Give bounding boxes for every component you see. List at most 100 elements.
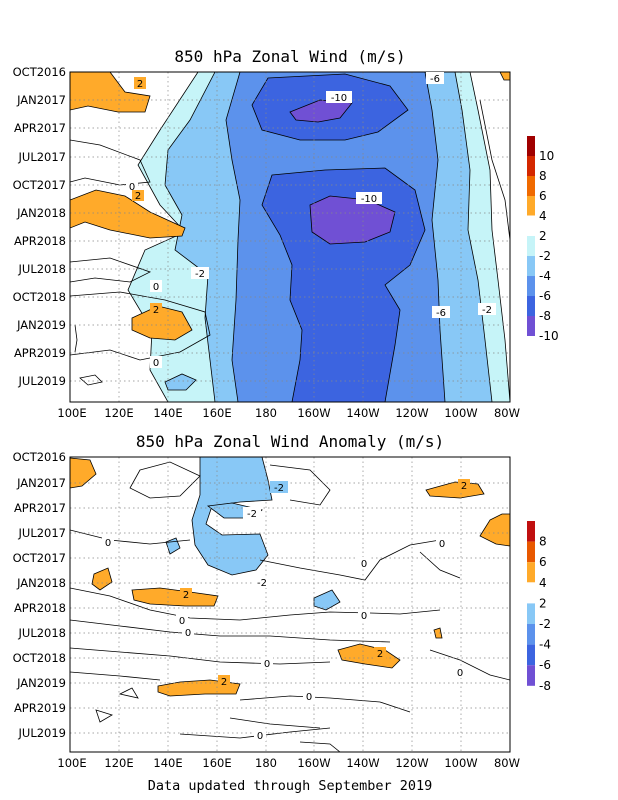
chart1-region-m10-b: [309, 195, 396, 245]
chart1-y-tick: JAN2017: [16, 93, 66, 107]
chart1-contour-label: -6: [436, 308, 446, 319]
chart1-y-tick: JUL2018: [18, 262, 66, 276]
chart2-y-tick: OCT2016: [13, 450, 66, 464]
chart1-region-p2-d: [499, 72, 510, 81]
chart1-contour-label: 2: [137, 79, 143, 90]
chart2-field: [70, 457, 510, 752]
chart1-colorbar-label: -10: [539, 329, 559, 343]
chart1-x-tick: 120E: [104, 406, 133, 420]
chart2-y-tick: JAN2018: [16, 576, 66, 590]
chart2-contour-label: 0: [361, 611, 367, 622]
chart2-contour-label: 2: [461, 481, 467, 492]
chart2-contour-label: 0: [361, 559, 367, 570]
chart1-colorbar-swatch: [527, 256, 535, 276]
chart1-colorbar-swatch: [527, 276, 535, 296]
chart2-y-tick: JUL2018: [18, 626, 66, 640]
chart1-y-tick: OCT2018: [13, 290, 66, 304]
chart1-y-tick: JAN2019: [16, 318, 66, 332]
chart1-region-p2-b: [70, 189, 186, 239]
chart2-colorbar: 8 6 4 2 -2 -4 -6 -8: [526, 521, 551, 693]
chart1-colorbar-label: 8: [539, 169, 547, 183]
chart1-region-m4-b: [164, 373, 197, 391]
chart1-colorbar-swatch: [527, 296, 535, 316]
chart2-contour-label: 0: [439, 539, 445, 550]
chart2-x-tick: 100E: [57, 756, 86, 770]
chart2-colorbar-label: -8: [539, 679, 551, 693]
chart2-title: 850 hPa Zonal Wind Anomaly (m/s): [136, 432, 444, 451]
chart2-region-p2-c: [479, 513, 510, 547]
chart1-colorbar-swatch: [527, 156, 535, 176]
chart2-colorbar-swatch: [527, 521, 535, 542]
chart2-y-tick: OCT2018: [13, 651, 66, 665]
chart2-contour-label: -2: [247, 509, 257, 520]
chart2-region-m2: [191, 457, 273, 576]
chart1-colorbar-label: 4: [539, 209, 547, 223]
chart2-y-tick: APR2018: [14, 601, 66, 615]
chart1-contour-label: -10: [331, 93, 347, 104]
chart2-colorbar-label: 2: [539, 596, 547, 610]
chart1-y-tick: APR2017: [14, 121, 66, 135]
chart2-colorbar-label: -2: [539, 617, 551, 631]
chart2-region-m2-d: [313, 589, 341, 611]
chart2-colorbar-label: 6: [539, 555, 547, 569]
chart1-y-tick: OCT2016: [13, 65, 66, 79]
chart1-x-tick: 180: [255, 406, 277, 420]
chart2-colorbar-label: 4: [539, 576, 547, 590]
chart1-contour-label: 2: [135, 191, 141, 202]
chart1-colorbar-label: 10: [539, 149, 554, 163]
chart2-region-p2-d: [91, 567, 113, 591]
chart1-contour-label: 0: [153, 358, 159, 369]
chart2-colorbar-swatch: [527, 541, 535, 563]
chart1-x-tick: 100E: [57, 406, 86, 420]
chart2-contour-label: 0: [306, 692, 312, 703]
chart1-contour-label: -6: [430, 74, 440, 85]
chart1-x-tick: 160E: [202, 406, 231, 420]
chart2-x-tick: 80W: [494, 756, 520, 770]
chart1-region-p2: [70, 72, 151, 113]
chart2-colorbar-swatch: [527, 603, 535, 624]
chart1-y-tick: JUL2017: [18, 150, 66, 164]
chart1-contour-label: 0: [129, 182, 135, 193]
chart1-y-tick: APR2019: [14, 346, 66, 360]
chart1-colorbar-swatch: [527, 136, 535, 156]
chart2-colorbar-swatch: [527, 562, 535, 583]
chart1-colorbar-label: 2: [539, 229, 547, 243]
chart2-colorbar-swatch: [527, 624, 535, 645]
chart2-y-tick: OCT2017: [13, 551, 66, 565]
chart2-y-tick: APR2017: [14, 501, 66, 515]
chart2-contour-label: 0: [264, 659, 270, 670]
chart2-region-p2: [70, 457, 97, 489]
chart1-contour-label: -10: [361, 194, 377, 205]
chart2-y-tick: APR2019: [14, 701, 66, 715]
chart2-region-p2-e: [131, 587, 219, 607]
chart2-contour-label: 0: [179, 616, 185, 627]
chart2-contour-label: 0: [457, 668, 463, 679]
chart1-contour-label: 0: [153, 282, 159, 293]
chart2-plot-frame: [69, 456, 511, 753]
chart2-contour-label: 2: [183, 590, 189, 601]
chart1-x-tick: 160W: [297, 406, 330, 420]
chart1-colorbar-label: -8: [539, 309, 551, 323]
chart2-contour-label: 2: [221, 677, 227, 688]
chart1-colorbar-label: -2: [539, 249, 551, 263]
chart1-y-tick: JAN2018: [16, 206, 66, 220]
chart2-contour-label: -2: [274, 483, 284, 494]
chart1-colorbar-swatch: [526, 215, 536, 237]
chart1-colorbar: 10 8 6 4 2 -2 -4 -6 -8 -10: [526, 136, 559, 343]
chart2-colorbar-label: 8: [539, 535, 547, 549]
chart1-field: [70, 72, 510, 402]
chart2-colorbar-label: -6: [539, 658, 551, 672]
chart1-colorbar-label: -6: [539, 289, 551, 303]
chart1-colorbar-label: 6: [539, 189, 547, 203]
chart1-x-tick: 100W: [444, 406, 477, 420]
chart1-x-tick: 140W: [346, 406, 379, 420]
chart2-contour-label: 0: [105, 538, 111, 549]
chart2-x-tick: 180: [255, 756, 277, 770]
chart1-y-tick: OCT2017: [13, 178, 66, 192]
chart1-contour-label: 2: [153, 305, 159, 316]
chart1-plot-frame: [69, 71, 511, 403]
chart1-region-m10: [289, 99, 353, 123]
chart2-x-tick: 160W: [297, 756, 330, 770]
chart1-title: 850 hPa Zonal Wind (m/s): [174, 47, 405, 66]
